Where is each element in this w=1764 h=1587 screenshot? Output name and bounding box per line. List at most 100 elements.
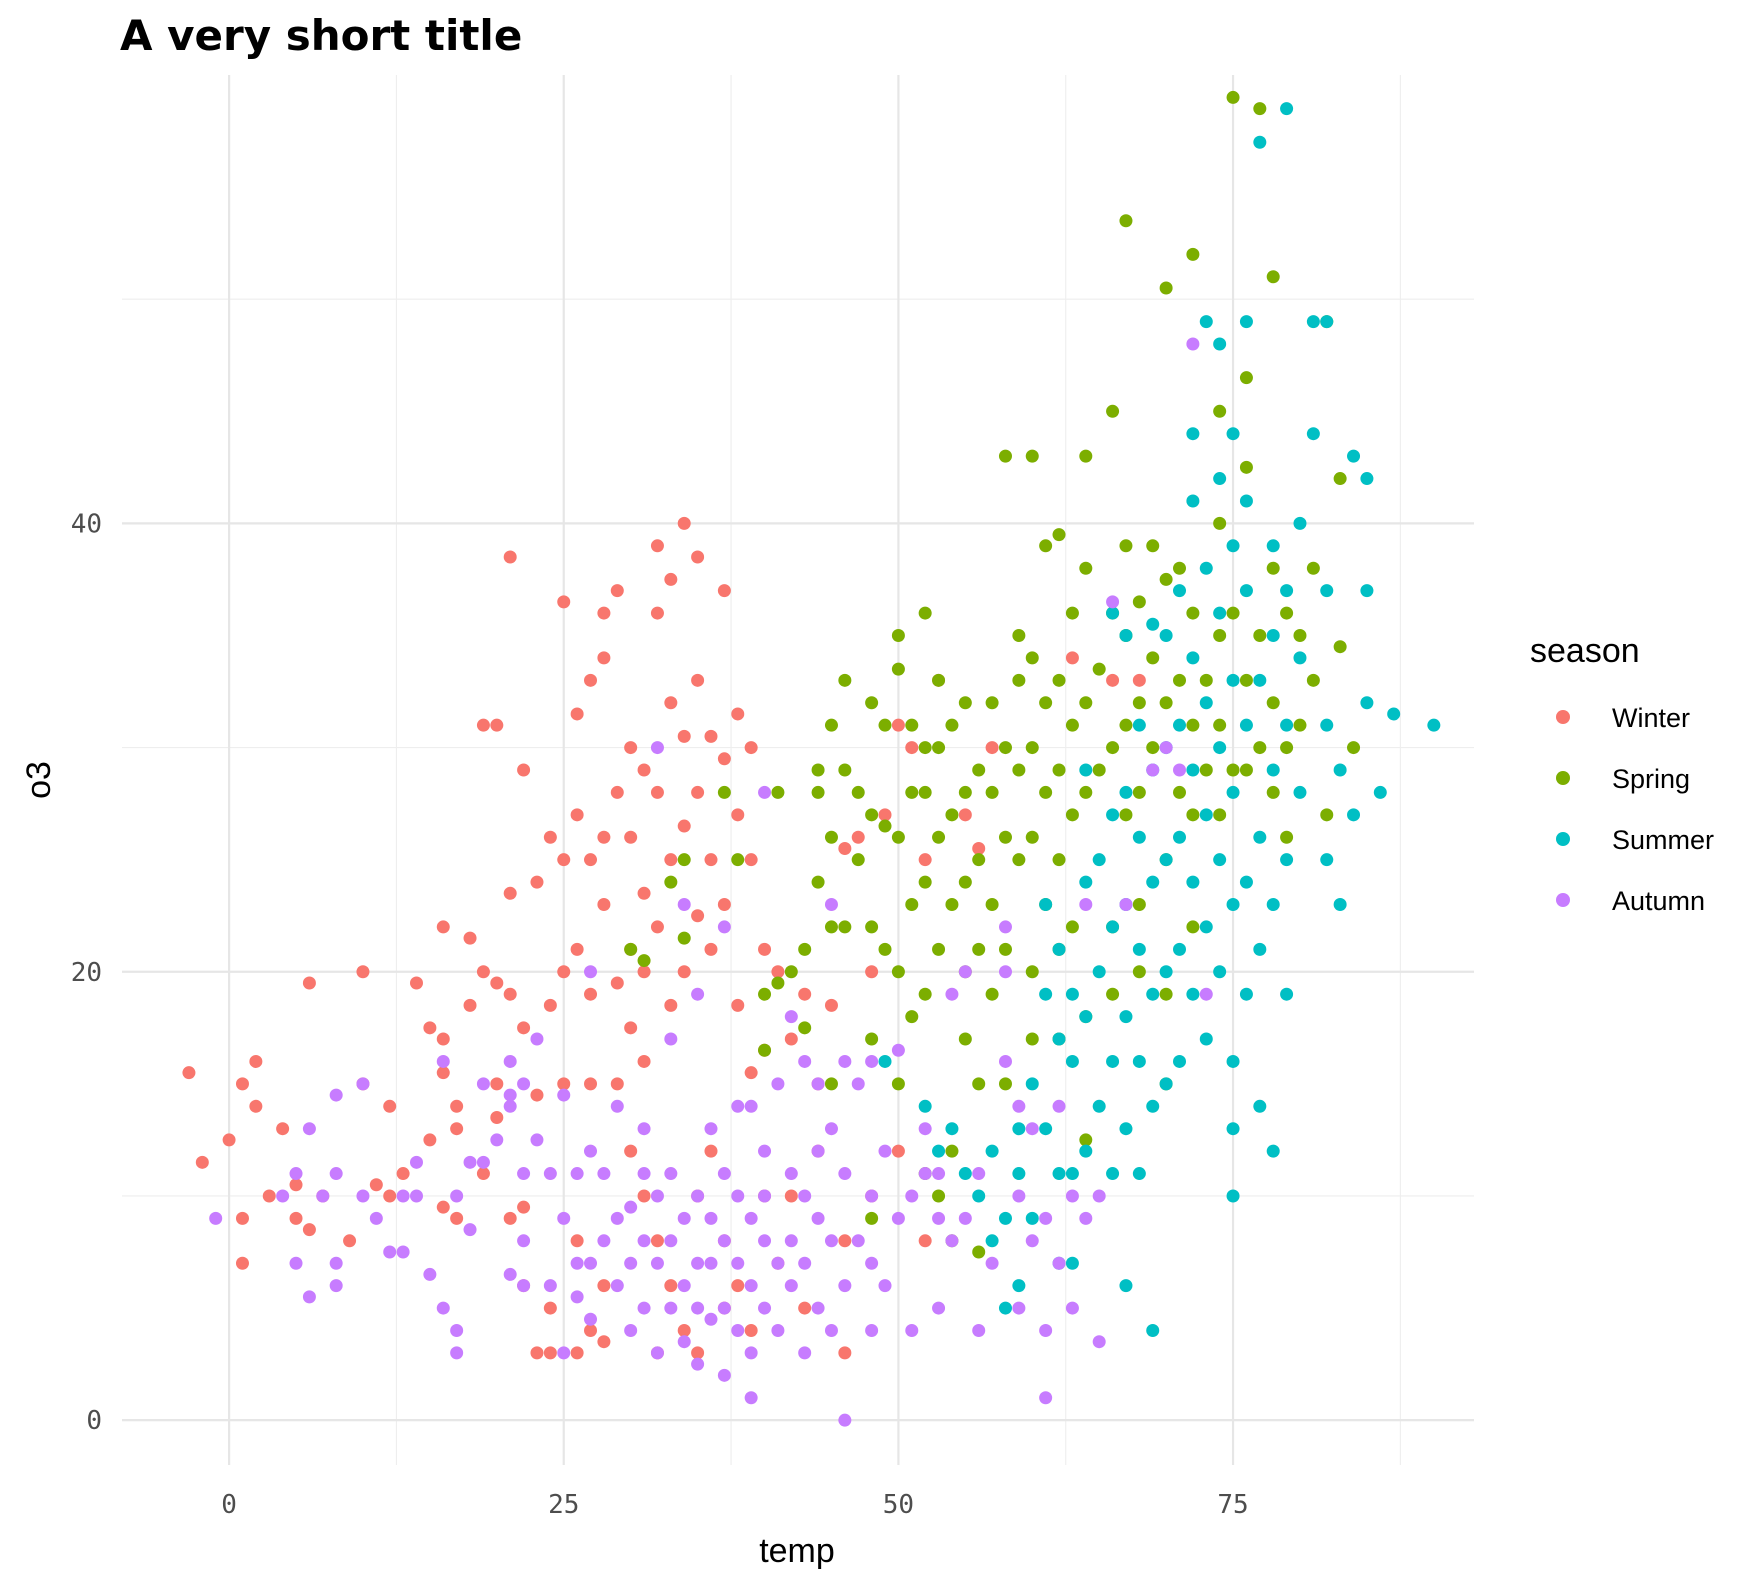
- point-winter: [704, 1144, 718, 1158]
- point-summer: [1173, 584, 1187, 598]
- point-autumn: [650, 741, 664, 755]
- point-winter: [918, 853, 932, 867]
- point-winter: [195, 1155, 209, 1169]
- point-spring: [784, 965, 798, 979]
- point-winter: [302, 1223, 316, 1237]
- legend-item-winter: Winter: [1556, 703, 1690, 733]
- point-spring: [891, 1077, 905, 1091]
- point-summer: [1360, 696, 1374, 710]
- x-tick-label: 75: [1217, 1490, 1248, 1520]
- point-winter: [517, 1021, 531, 1035]
- point-summer: [1146, 1099, 1160, 1113]
- point-winter: [610, 976, 624, 990]
- point-summer: [1106, 1054, 1120, 1068]
- point-summer: [1173, 718, 1187, 732]
- point-summer: [1092, 853, 1106, 867]
- point-spring: [824, 830, 838, 844]
- point-summer: [1092, 965, 1106, 979]
- point-winter: [637, 886, 651, 900]
- point-winter: [597, 1279, 611, 1293]
- point-spring: [838, 673, 852, 687]
- point-winter: [717, 752, 731, 766]
- point-summer: [1253, 673, 1267, 687]
- y-tick-label: 40: [71, 509, 102, 539]
- point-spring: [998, 830, 1012, 844]
- point-summer: [1146, 1323, 1160, 1337]
- point-spring: [1052, 763, 1066, 777]
- point-winter: [383, 1099, 397, 1113]
- point-summer: [985, 1144, 999, 1158]
- x-axis-label: temp: [759, 1532, 835, 1570]
- point-spring: [972, 1077, 986, 1091]
- point-spring: [758, 987, 772, 1001]
- point-winter: [262, 1189, 276, 1203]
- point-winter: [409, 976, 423, 990]
- point-spring: [1039, 696, 1053, 710]
- point-autumn: [584, 1144, 598, 1158]
- point-spring: [1146, 741, 1160, 755]
- point-spring: [1226, 90, 1240, 104]
- point-autumn: [1012, 1301, 1026, 1315]
- point-spring: [1280, 606, 1294, 620]
- point-autumn: [570, 1256, 584, 1270]
- point-autumn: [476, 1155, 490, 1169]
- point-spring: [811, 785, 825, 799]
- point-spring: [1266, 561, 1280, 575]
- point-autumn: [758, 785, 772, 799]
- point-winter: [436, 1200, 450, 1214]
- point-autumn: [865, 1323, 879, 1337]
- point-summer: [1146, 617, 1160, 631]
- point-summer: [1039, 987, 1053, 1001]
- point-autumn: [717, 1234, 731, 1248]
- point-winter: [878, 808, 892, 822]
- point-autumn: [664, 1234, 678, 1248]
- point-autumn: [650, 1346, 664, 1360]
- point-spring: [1025, 651, 1039, 665]
- point-spring: [865, 1032, 879, 1046]
- point-winter: [650, 606, 664, 620]
- point-winter: [650, 785, 664, 799]
- point-winter: [624, 741, 638, 755]
- point-spring: [1052, 853, 1066, 867]
- point-summer: [1025, 1211, 1039, 1225]
- point-summer: [1239, 315, 1253, 329]
- point-winter: [637, 1054, 651, 1068]
- point-spring: [1239, 673, 1253, 687]
- point-autumn: [543, 1279, 557, 1293]
- point-summer: [1239, 718, 1253, 732]
- point-winter: [610, 584, 624, 598]
- point-summer: [1119, 628, 1133, 642]
- point-summer: [1119, 1279, 1133, 1293]
- point-summer: [1039, 898, 1053, 912]
- point-autumn: [691, 1189, 705, 1203]
- point-autumn: [932, 1211, 946, 1225]
- y-tick-label: 0: [86, 1406, 102, 1436]
- point-autumn: [517, 1077, 531, 1091]
- point-winter: [650, 920, 664, 934]
- point-summer: [1293, 785, 1307, 799]
- point-winter: [222, 1133, 236, 1147]
- point-winter: [664, 853, 678, 867]
- point-spring: [1065, 808, 1079, 822]
- point-spring: [998, 741, 1012, 755]
- point-summer: [1226, 539, 1240, 553]
- point-autumn: [744, 1099, 758, 1113]
- point-summer: [1079, 1010, 1093, 1024]
- point-autumn: [517, 1234, 531, 1248]
- point-spring: [1119, 539, 1133, 553]
- point-autumn: [664, 1167, 678, 1181]
- point-autumn: [302, 1290, 316, 1304]
- point-summer: [1039, 1122, 1053, 1136]
- point-summer: [1226, 785, 1240, 799]
- point-summer: [1226, 673, 1240, 687]
- point-spring: [1186, 920, 1200, 934]
- point-autumn: [369, 1211, 383, 1225]
- point-summer: [1132, 718, 1146, 732]
- point-winter: [677, 819, 691, 833]
- point-spring: [758, 1043, 772, 1057]
- point-winter: [276, 1122, 290, 1136]
- point-winter: [691, 673, 705, 687]
- point-autumn: [396, 1189, 410, 1203]
- point-winter: [557, 595, 571, 609]
- point-summer: [1119, 1122, 1133, 1136]
